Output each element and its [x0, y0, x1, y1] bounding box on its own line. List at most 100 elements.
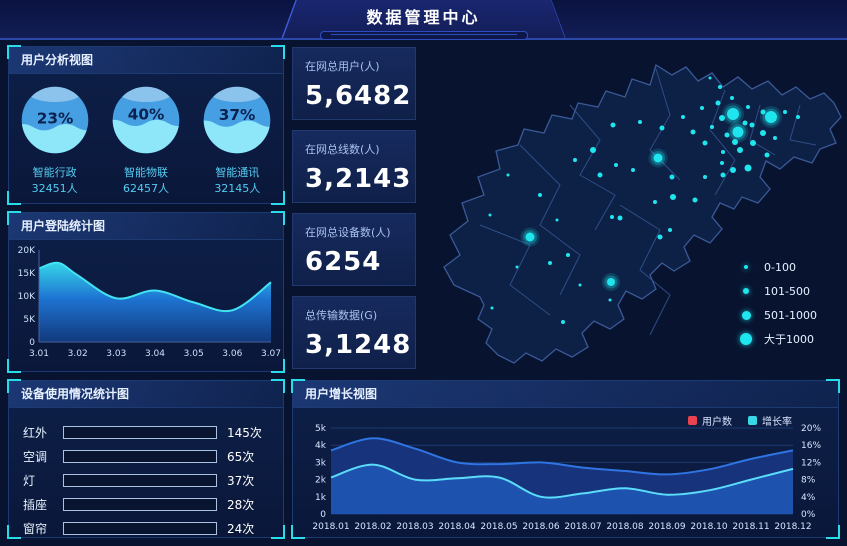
- liquid-gauge-svg: 37%: [204, 86, 271, 154]
- map-point: [578, 283, 582, 287]
- stat-card-online-users: 在网总用户(人) 5,6482: [292, 47, 416, 120]
- svg-text:2018.08: 2018.08: [606, 522, 643, 532]
- svg-text:3.03: 3.03: [106, 349, 126, 359]
- bar-value: 37次: [227, 473, 255, 488]
- region-map: 0-100 101-500 501-1000 大于1000: [420, 45, 847, 375]
- svg-text:23%: 23%: [36, 110, 73, 128]
- svg-text:3.07: 3.07: [261, 349, 281, 359]
- legend-item[interactable]: 用户数: [688, 413, 732, 428]
- svg-text:5k: 5k: [315, 424, 327, 434]
- map-point: [668, 228, 672, 232]
- corner-bracket-icon: [291, 525, 305, 539]
- svg-text:4%: 4%: [801, 493, 816, 503]
- bar-track: [63, 497, 217, 511]
- map-point: [765, 111, 777, 123]
- map-point: [638, 120, 642, 124]
- map-point: [669, 174, 675, 180]
- map-point: [525, 232, 535, 242]
- map-point: [515, 265, 519, 269]
- map-point: [724, 132, 730, 138]
- svg-text:2018.12: 2018.12: [774, 522, 811, 532]
- map-point: [720, 161, 724, 165]
- panel-title-device-usage: 设备使用情况统计图: [9, 381, 283, 408]
- liquid-gauge-row: 23% 智能行政 32451人 40% 智能物联 62457人 37% 智能通讯…: [9, 74, 283, 196]
- map-point: [750, 140, 756, 146]
- svg-text:2018.03: 2018.03: [396, 522, 433, 532]
- svg-text:3.02: 3.02: [68, 349, 88, 359]
- svg-text:0: 0: [320, 510, 326, 520]
- map-point: [732, 126, 744, 138]
- svg-text:16%: 16%: [801, 441, 821, 451]
- map-point: [783, 110, 787, 114]
- svg-text:2018.01: 2018.01: [312, 522, 349, 532]
- map-point: [573, 158, 577, 162]
- stat-value: 3,1248: [305, 330, 412, 360]
- corner-bracket-icon: [7, 211, 21, 225]
- gauge-count: 62457人: [122, 182, 169, 195]
- svg-text:3.05: 3.05: [184, 349, 204, 359]
- device-usage-bars: 红外 145次 空调 65次灯 37次 插座 28次 窗帘 24次: [9, 408, 283, 540]
- svg-text:2k: 2k: [315, 476, 327, 486]
- svg-text:2018.10: 2018.10: [690, 522, 727, 532]
- liquid-gauge-svg: 40%: [112, 86, 180, 154]
- map-legend-row: 501-1000: [738, 303, 817, 327]
- map-point: [506, 173, 510, 177]
- map-point: [702, 140, 708, 146]
- map-svg: [443, 63, 842, 364]
- corner-bracket-icon: [7, 379, 21, 393]
- legend-label: 增长率: [762, 417, 792, 428]
- svg-text:1k: 1k: [315, 493, 327, 503]
- legend-swatch-icon: [688, 416, 697, 425]
- gauge-label: 智能物联: [123, 166, 168, 179]
- gauge-count: 32451人: [31, 182, 78, 195]
- map-point: [690, 129, 696, 135]
- liquid-gauge: 37% 智能通讯 32145人: [194, 84, 280, 196]
- map-point: [610, 122, 616, 128]
- map-point: [773, 136, 777, 140]
- map-point: [730, 96, 734, 100]
- bar-track: [63, 473, 217, 487]
- legend-dot-icon: [741, 310, 751, 320]
- map-legend-label: 大于1000: [764, 333, 814, 346]
- svg-text:2018.06: 2018.06: [522, 522, 559, 532]
- svg-text:37%: 37%: [219, 106, 256, 124]
- map-point: [718, 85, 722, 89]
- svg-text:4k: 4k: [315, 441, 327, 451]
- map-point: [607, 278, 615, 286]
- stat-card-online-lines: 在网总线数(人) 3,2143: [292, 130, 416, 203]
- svg-text:2018.04: 2018.04: [438, 522, 475, 532]
- svg-text:0%: 0%: [801, 510, 816, 520]
- corner-bracket-icon: [271, 191, 285, 205]
- map-point: [749, 122, 755, 128]
- svg-text:40%: 40%: [128, 105, 165, 123]
- svg-text:8%: 8%: [801, 476, 816, 486]
- svg-text:5K: 5K: [23, 315, 36, 325]
- map-point: [764, 152, 770, 158]
- map-point: [653, 153, 663, 163]
- bar-row: 窗帘 24次: [23, 516, 269, 540]
- map-point: [566, 253, 570, 257]
- map-point: [590, 147, 596, 153]
- bar-row: 红外 145次: [23, 420, 269, 444]
- map-legend-row: 0-100: [738, 255, 817, 279]
- legend-dot-icon: [744, 265, 748, 269]
- panel-title-user-analysis: 用户分析视图: [9, 47, 283, 74]
- map-legend-label: 101-500: [764, 284, 810, 298]
- bar-row: 空调 65次: [23, 444, 269, 468]
- map-point: [610, 215, 614, 219]
- bar-track: [63, 521, 217, 535]
- corner-bracket-icon: [271, 211, 285, 225]
- stat-label: 在网总线数(人): [305, 143, 380, 156]
- growth-chart-legend: 用户数 增长率: [688, 413, 792, 428]
- legend-item[interactable]: 增长率: [748, 413, 792, 428]
- bar-value: 24次: [227, 521, 255, 536]
- map-point: [737, 147, 743, 153]
- map-point: [796, 115, 800, 119]
- map-point: [744, 164, 752, 172]
- panel-title-user-growth: 用户增长视图: [293, 381, 838, 408]
- gauge-label: 智能行政: [32, 166, 77, 179]
- corner-bracket-icon: [7, 359, 21, 373]
- map-point: [732, 139, 738, 145]
- corner-bracket-icon: [291, 379, 305, 393]
